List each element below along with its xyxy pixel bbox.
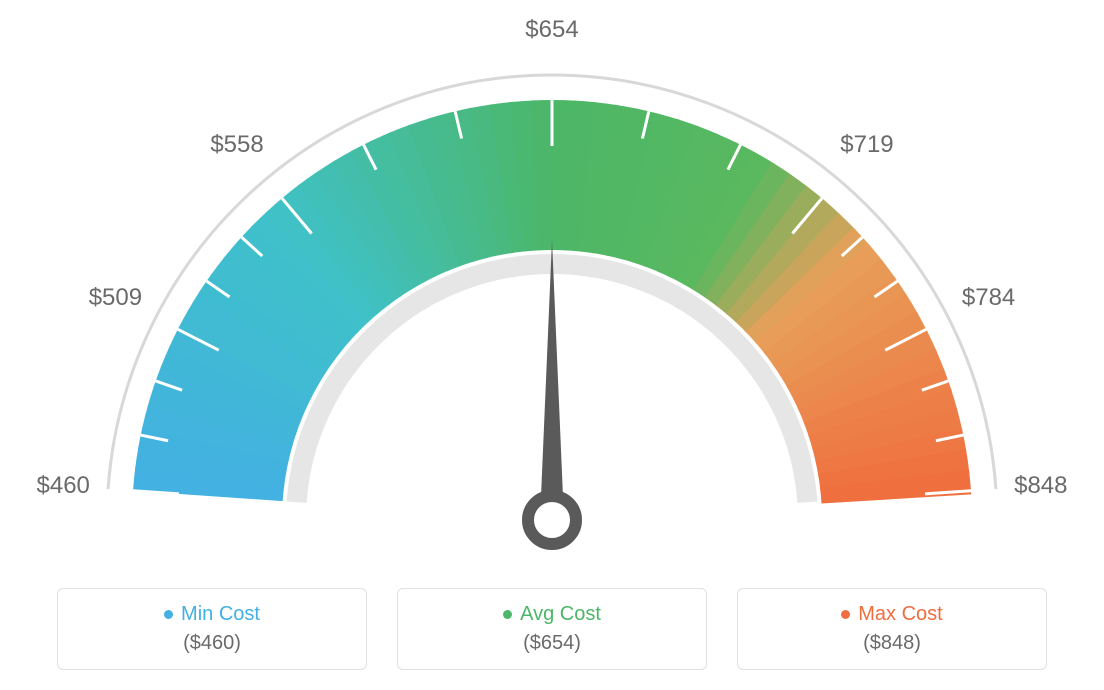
gauge-tick-label: $558	[210, 131, 263, 159]
legend-max-dot	[841, 610, 850, 619]
legend-min: Min Cost ($460)	[57, 588, 367, 670]
legend-min-label: Min Cost	[181, 603, 260, 626]
gauge-tick-label: $460	[36, 472, 89, 500]
legend-avg-value: ($654)	[523, 632, 581, 655]
gauge-tick-label: $654	[525, 16, 578, 44]
legend-min-value: ($460)	[183, 632, 241, 655]
legend-min-dot	[164, 610, 173, 619]
legend-max-value: ($848)	[863, 632, 921, 655]
legend-avg-dot	[503, 610, 512, 619]
gauge-tick-label: $848	[1014, 472, 1067, 500]
gauge-chart: $460 $509 $558 $654 $719 $784 $848	[0, 0, 1104, 560]
legend-avg-title: Avg Cost	[503, 603, 601, 626]
legend-max: Max Cost ($848)	[737, 588, 1047, 670]
legend-max-label: Max Cost	[858, 603, 942, 626]
gauge-svg	[0, 0, 1104, 560]
legend-avg: Avg Cost ($654)	[397, 588, 707, 670]
gauge-tick-label: $509	[89, 284, 142, 312]
legend-row: Min Cost ($460) Avg Cost ($654) Max Cost…	[0, 588, 1104, 670]
gauge-tick-label: $784	[962, 284, 1015, 312]
legend-avg-label: Avg Cost	[520, 603, 601, 626]
gauge-tick-label: $719	[840, 131, 893, 159]
legend-max-title: Max Cost	[841, 603, 942, 626]
legend-min-title: Min Cost	[164, 603, 260, 626]
